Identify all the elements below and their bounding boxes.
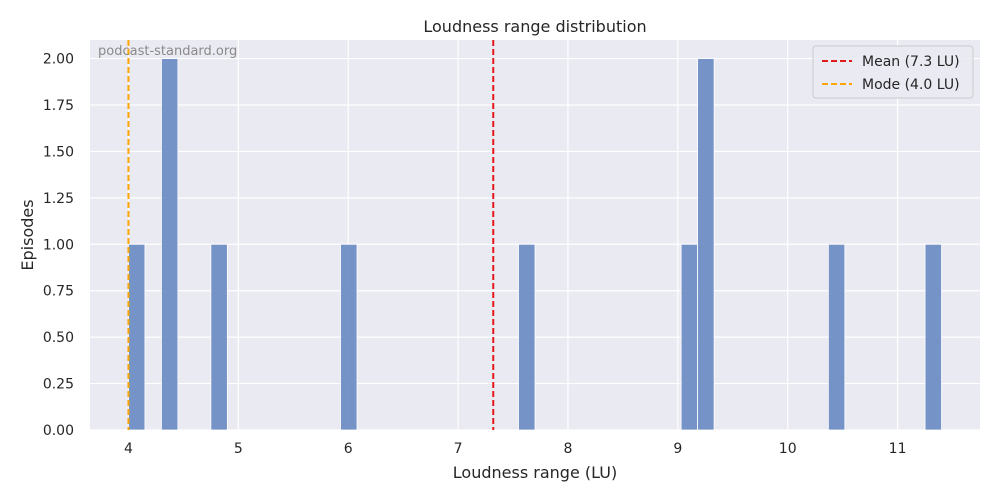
x-tick-label: 11 [889, 441, 907, 457]
y-tick-label: 0.75 [43, 284, 74, 300]
histogram-bar [518, 243, 536, 431]
x-tick-label: 6 [344, 441, 353, 457]
y-tick-label: 0.50 [43, 330, 74, 346]
histogram-bar [161, 58, 179, 431]
histogram-bar [697, 58, 715, 431]
y-axis-ticks: 0.00 0.25 0.50 0.75 1.00 1.25 1.50 1.75 2.00 [43, 52, 74, 439]
reference-lines [127, 40, 495, 430]
legend-entry-mean: Mean (7.3 LU) [862, 54, 960, 70]
y-tick-label: 1.25 [43, 191, 74, 207]
x-tick-label: 4 [124, 441, 133, 457]
watermark-text: podcast-standard.org [98, 44, 237, 59]
legend-box [812, 45, 974, 99]
histogram-bar [924, 243, 942, 431]
legend: Mean (7.3 LU) Mode (4.0 LU) [812, 45, 974, 99]
histogram-bar [210, 243, 228, 431]
histogram-bars [128, 58, 942, 431]
chart-title: Loudness range distribution [423, 17, 646, 36]
x-tick-label: 7 [454, 441, 463, 457]
histogram-bar [827, 243, 846, 431]
histogram-bar [680, 243, 699, 431]
y-tick-label: 2.00 [43, 52, 74, 68]
x-tick-label: 9 [673, 441, 682, 457]
x-axis-label: Loudness range (LU) [453, 463, 617, 482]
x-tick-label: 8 [564, 441, 573, 457]
histogram-bar [128, 243, 146, 431]
x-tick-label: 10 [779, 441, 797, 457]
y-tick-label: 0.00 [43, 423, 74, 439]
y-tick-label: 1.00 [43, 237, 74, 253]
y-tick-label: 1.75 [43, 98, 74, 114]
y-tick-label: 0.25 [43, 377, 74, 393]
y-tick-label: 1.50 [43, 144, 74, 160]
x-axis-ticks: 4 5 6 7 8 9 10 11 [124, 441, 907, 457]
legend-entry-mode: Mode (4.0 LU) [862, 77, 960, 93]
x-tick-label: 5 [234, 441, 243, 457]
y-axis-label: Episodes [18, 199, 37, 270]
histogram-bar [340, 243, 358, 431]
